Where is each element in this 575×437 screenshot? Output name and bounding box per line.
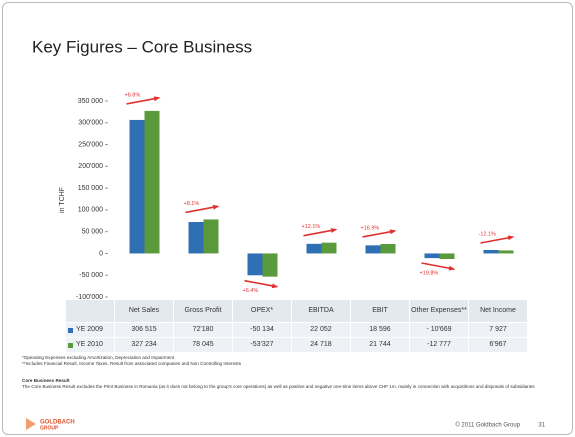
core-result: Core Business Result The Core Business R…	[22, 378, 552, 390]
bar	[203, 219, 219, 254]
value-label: 21 744	[351, 337, 410, 352]
arrow-head	[212, 204, 220, 210]
value-label: 18 596	[351, 322, 410, 337]
value-label: 7 927	[469, 322, 528, 337]
bar	[129, 119, 145, 254]
legend-label: YE 2009	[76, 326, 103, 333]
bar	[262, 253, 278, 277]
arrow-head	[507, 235, 515, 241]
arrow-head	[448, 265, 456, 271]
data-table: Net Sales Gross Profit OPEX* EBITDA EBIT Othe…	[66, 300, 528, 352]
logo-bottom: GROUP	[40, 425, 59, 431]
table-corner	[66, 300, 115, 322]
change-arrow	[303, 228, 336, 237]
y-tick-label: 300'000	[78, 120, 103, 127]
bar	[188, 222, 204, 254]
x-tick-label: OPEX*	[233, 300, 292, 322]
arrow-head	[330, 228, 338, 233]
y-tick-label: 0	[99, 250, 103, 257]
value-label: - 10'669	[410, 322, 469, 337]
value-label: 22 052	[292, 322, 351, 337]
x-tick-label: EBIT	[351, 300, 410, 322]
chart-title: Key Figures – Core Business	[32, 37, 252, 56]
bar	[365, 245, 381, 254]
x-tick-label: EBITDA	[292, 300, 351, 322]
change-label: +8.1%	[184, 201, 200, 207]
footnotes: *Operating Expenses excluding Amortizati…	[22, 355, 552, 367]
legend-label: YE 2010	[76, 341, 103, 348]
change-arrow	[185, 205, 218, 214]
value-label: 306 515	[115, 322, 174, 337]
y-tick-label: 250'000	[78, 141, 103, 148]
value-label: 6'967	[469, 337, 528, 352]
bar	[306, 243, 322, 254]
change-arrow	[480, 236, 513, 244]
arrow-head	[153, 96, 161, 102]
value-label: -53'327	[233, 337, 292, 352]
footnote: *Operating Expenses excluding Amortizati…	[22, 355, 175, 360]
change-label: +19.8%	[420, 270, 439, 276]
change-label: +6.8%	[125, 92, 141, 98]
value-label: 72'180	[174, 322, 233, 337]
change-arrow	[421, 262, 454, 270]
logo-mark	[26, 418, 36, 430]
legend-item: YE 2009	[66, 322, 115, 337]
x-tick-label: Other Expenses**	[410, 300, 469, 322]
bar	[424, 253, 440, 259]
core-result-text: The Core Business Result excludes the Pr…	[22, 384, 535, 389]
value-label: -12 777	[410, 337, 469, 352]
change-label: +6.4%	[243, 288, 259, 294]
bar	[247, 253, 263, 276]
change-arrow	[126, 97, 159, 105]
value-label: 78 045	[174, 337, 233, 352]
y-tick-label: 100 000	[78, 207, 103, 214]
arrow-head	[271, 283, 279, 289]
x-tick-label: Gross Profit	[174, 300, 233, 322]
legend-swatch	[68, 327, 73, 333]
footnote: **Includes Financial Result, Income Taxe…	[22, 361, 241, 366]
legend-item: YE 2010	[66, 337, 115, 352]
y-tick-label: 50 000	[82, 229, 104, 236]
y-tick-label: 150 000	[78, 185, 103, 192]
x-tick-label: Net Income	[469, 300, 528, 322]
page-number: 31	[538, 423, 545, 429]
value-label: 327 234	[115, 337, 174, 352]
change-label: +12.1%	[302, 224, 321, 230]
bar	[439, 253, 455, 260]
bar	[498, 250, 514, 254]
change-arrow	[244, 279, 277, 288]
value-label: 24 718	[292, 337, 351, 352]
y-tick-label: -50 000	[79, 272, 103, 279]
legend-swatch	[68, 342, 73, 348]
change-arrow	[362, 230, 395, 238]
x-tick-label: Net Sales	[115, 300, 174, 322]
y-axis-label: in TCHF	[59, 187, 66, 213]
y-tick-label: 350 000	[78, 98, 103, 105]
core-result-heading: Core Business Result	[22, 378, 70, 383]
change-label: -12.1%	[479, 231, 497, 237]
change-label: +16.9%	[361, 225, 380, 231]
bar	[483, 249, 499, 254]
bar	[144, 110, 160, 254]
arrow-head	[389, 229, 397, 235]
value-label: -50 134	[233, 322, 292, 337]
copyright: © 2011 Goldbach Group	[455, 422, 520, 429]
bar	[380, 243, 396, 254]
logo-top: GOLDBACH	[40, 420, 75, 426]
y-tick-label: 200'000	[78, 163, 103, 170]
y-tick-label: -100'000	[76, 294, 103, 301]
bar	[321, 242, 337, 254]
